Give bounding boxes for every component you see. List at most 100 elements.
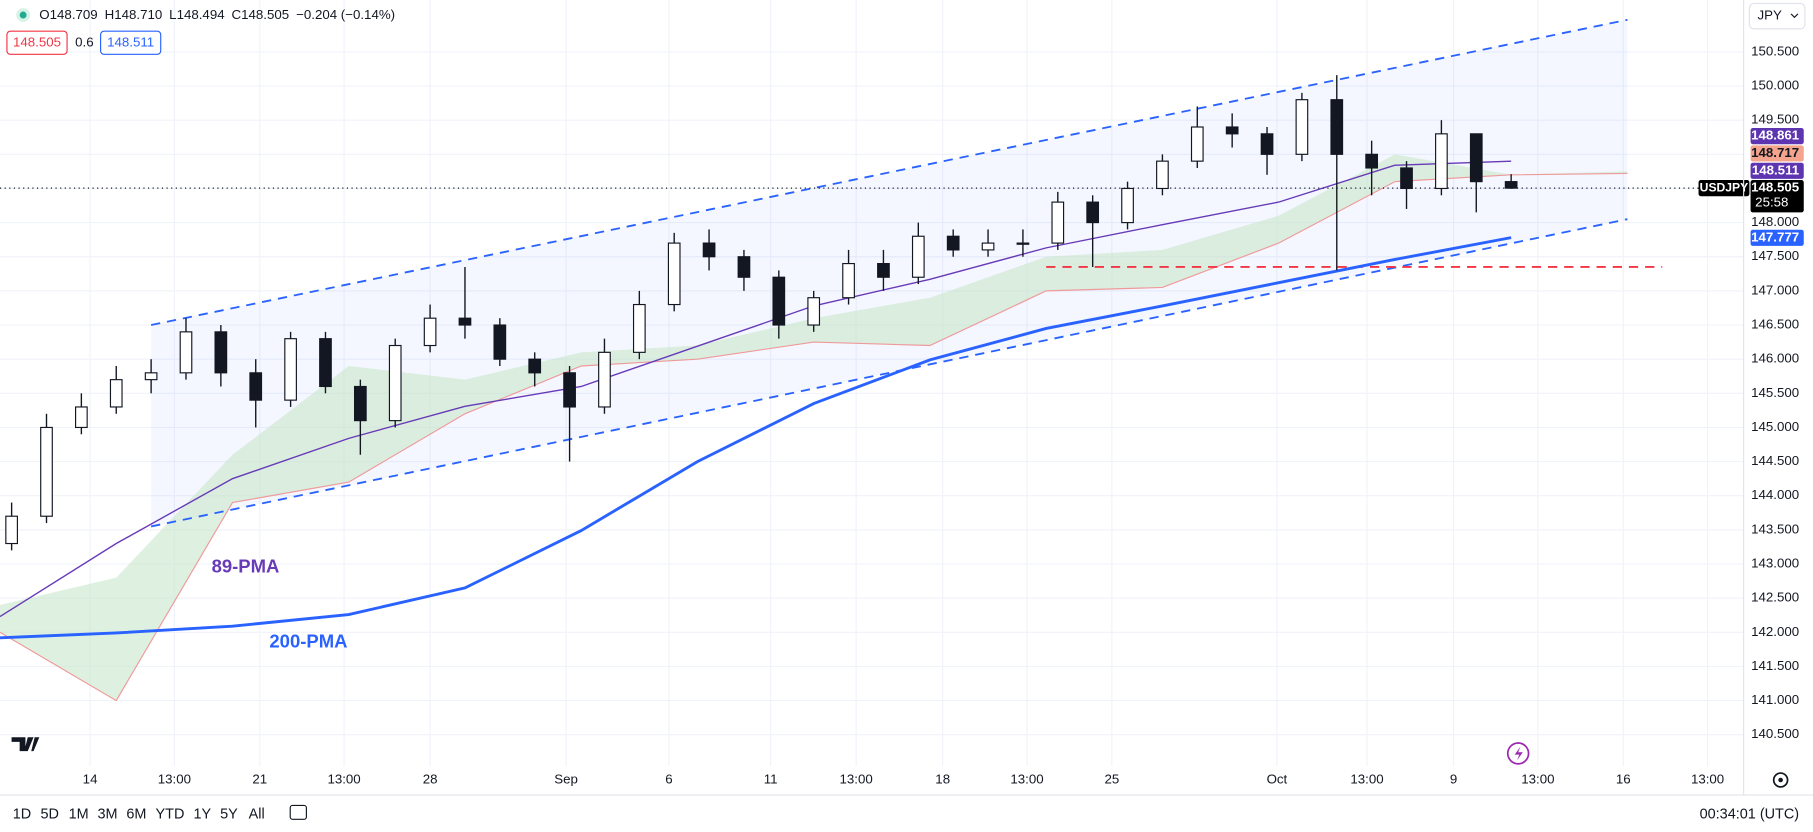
x-tick-label: 13:00 [1691,772,1724,787]
candle-body [1365,153,1379,169]
clock: 00:34:01 (UTC) [1700,806,1800,822]
candle-body [1225,126,1239,135]
settings-icon[interactable] [1772,772,1789,788]
y-tick-label: 144.500 [1751,453,1799,468]
ohlc-value: 148.710 [114,7,162,22]
candle-body [284,338,297,401]
candle-body [598,351,611,408]
logo[interactable] [11,737,40,752]
candle-body [388,344,402,422]
range-button[interactable]: 1Y [194,806,212,822]
y-tick-label: 141.500 [1751,658,1799,673]
ask-box[interactable] [100,30,162,55]
candle-body [946,235,960,251]
candle-body [5,515,18,545]
ichimoku-cloud [0,154,1628,701]
date-range-icon[interactable] [289,804,307,820]
price-tag [1750,180,1804,213]
candle-body [75,406,88,429]
candle-body [1260,133,1274,155]
range-button[interactable]: 3M [97,806,117,822]
y-tick-label: 143.000 [1751,556,1799,571]
ohlc-value: 148.709 [50,7,98,22]
ohlc-label: O [39,7,49,22]
range-button[interactable]: 5Y [220,806,238,822]
candle-body [423,317,437,347]
range-button[interactable]: 5D [40,806,58,822]
range-button[interactable]: 1M [69,806,89,822]
candle-body [179,331,193,374]
range-button[interactable]: YTD [156,806,185,822]
price-tag [1750,162,1804,179]
moving-average [0,160,1512,618]
candle-body [40,426,53,517]
candle-body [667,242,681,306]
y-tick-label: 147.500 [1751,248,1799,263]
bid-box[interactable] [6,30,68,55]
y-tick-label: 149.500 [1751,112,1799,127]
x-tick-label: 13:00 [327,772,360,787]
candle-body [842,262,855,299]
candle-body [1086,201,1100,224]
y-tick-label: 144.000 [1751,487,1799,502]
axes: 140.500 141.000 141.500 142.000 142.500 143.0… [83,43,1804,787]
candle-body [1400,167,1413,190]
price-tag-label: 148.717 [1751,145,1799,160]
lightning-icon [1514,746,1523,761]
ohlc-label: L [169,7,176,22]
candle-body [144,372,158,381]
y-tick-label: 150.500 [1751,43,1799,58]
ohlc-label: C [232,7,242,22]
status-dot [19,11,27,19]
candle-body [214,331,228,374]
candle-body [353,385,367,422]
x-tick-label: 13:00 [1350,772,1383,787]
y-tick-label: 145.500 [1751,385,1799,400]
candle-body [563,372,576,408]
moving-average [0,236,1512,640]
candle-body [493,324,507,360]
x-tick-label: 28 [423,772,438,787]
toolbar: 1D 5D 1M 3M 6M YTD 1Y 5Y All [13,806,265,822]
candle-body [528,358,542,374]
y-tick-label: 142.000 [1751,624,1799,639]
ask-price: 148.511 [107,34,154,49]
price-tag-label: 148.505 [1751,180,1800,195]
x-tick-label: 6 [665,772,672,787]
y-tick-label: 143.500 [1751,521,1799,536]
chevron-icon [1790,13,1799,19]
candle-body [1295,99,1309,155]
spread: 0.6 [75,34,93,49]
lines [0,18,1744,702]
x-tick-label: 25 [1104,772,1119,787]
candle-body [807,297,821,326]
y-tick-label: 150.000 [1751,78,1799,93]
candle-body [1435,133,1448,190]
price-tag [1750,145,1804,162]
candle-body [1469,133,1483,183]
ohlc-legend: O148.709 H148.710 L148.494 C148.505 −0.204 (… [39,7,395,22]
trendline [150,18,1628,326]
candle-body [1156,160,1169,190]
range-button[interactable]: All [249,806,265,822]
candle-body [911,235,925,278]
y-tick-label: 147.000 [1751,282,1799,297]
annotation-200-pma: 200-PMA [269,630,347,651]
candles [5,75,1518,551]
x-tick-label: 21 [252,772,267,787]
candle-body [319,338,332,388]
x-tick-label: 13:00 [1521,772,1554,787]
y-tick-label: 142.500 [1751,590,1799,605]
range-button[interactable]: 1D [13,806,31,822]
currency-label: JPY [1758,8,1783,23]
range-button[interactable]: 6M [126,806,146,822]
events-icon[interactable] [1506,742,1530,765]
price-tag [1750,229,1804,246]
trendline [150,218,1628,528]
symbol-label: USDJPY [1700,180,1749,194]
currency-button[interactable] [1748,2,1806,30]
candle-body [1190,126,1204,162]
ohlc-label: H [105,7,115,22]
candle-body [1504,181,1518,189]
